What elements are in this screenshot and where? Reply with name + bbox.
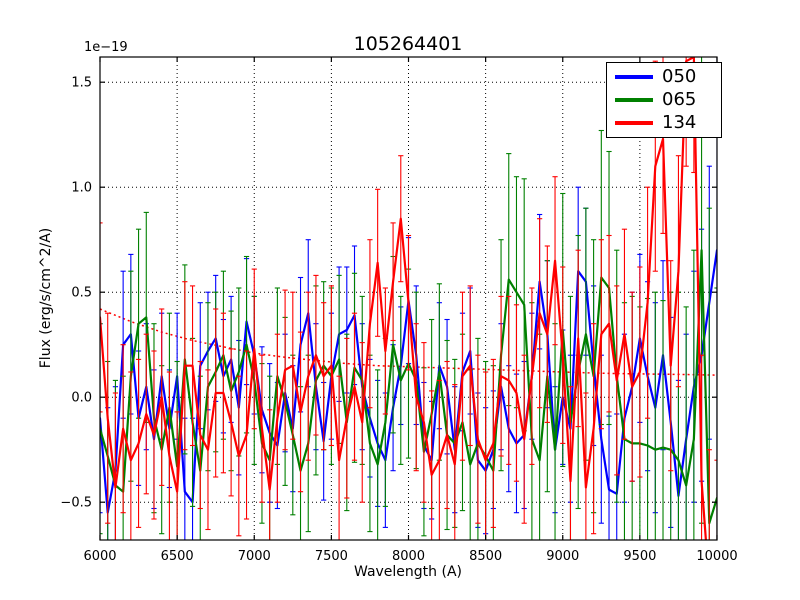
legend-line-sample: [615, 75, 653, 80]
legend-entry: 050: [615, 68, 713, 86]
svg-text:1.5: 1.5: [71, 76, 92, 91]
svg-text:9500: 9500: [623, 549, 656, 564]
y-axis-label: Flux (erg/s/cm^2/A): [38, 227, 54, 369]
legend-label: 134: [662, 111, 697, 133]
legend-label: 065: [662, 88, 697, 110]
svg-text:6500: 6500: [161, 549, 194, 564]
plot-title: 105264401: [353, 33, 463, 55]
svg-text:9000: 9000: [546, 549, 579, 564]
svg-text:0.5: 0.5: [71, 286, 92, 301]
svg-text:1.0: 1.0: [71, 181, 92, 196]
svg-text:10000: 10000: [696, 549, 737, 564]
x-axis-label: Wavelength (A): [353, 564, 463, 580]
svg-text:7000: 7000: [238, 549, 271, 564]
svg-text:7500: 7500: [315, 549, 348, 564]
legend-label: 050: [662, 66, 697, 88]
legend-entry: 134: [615, 111, 713, 133]
legend-entry: 065: [615, 88, 713, 110]
legend-line-sample: [615, 120, 653, 125]
svg-text:8500: 8500: [469, 549, 502, 564]
svg-text:−0.5: −0.5: [60, 496, 92, 511]
legend-line-sample: [615, 97, 653, 102]
svg-text:0.0: 0.0: [71, 391, 92, 406]
y-axis-offset-text: 1e−19: [84, 40, 128, 55]
svg-text:8000: 8000: [392, 549, 425, 564]
legend: 050 065 134: [606, 62, 722, 138]
svg-text:6000: 6000: [83, 549, 116, 564]
